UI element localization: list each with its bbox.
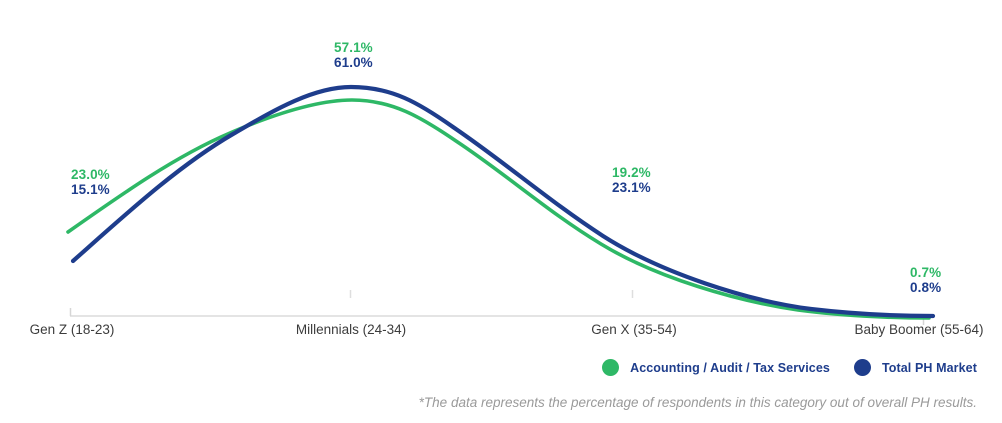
point-labels-millennials: 57.1% 61.0% <box>334 40 373 70</box>
gen-x-accounting-value: 19.2% <box>612 165 651 180</box>
point-labels-baby-boomer: 0.7% 0.8% <box>910 265 941 295</box>
point-labels-gen-z: 23.0% 15.1% <box>71 167 110 197</box>
baby-boomer-accounting-value: 0.7% <box>910 265 942 280</box>
millennials-total-value: 61.0% <box>334 55 373 70</box>
x-label-gen-z: Gen Z (18-23) <box>29 322 115 337</box>
gen-x-total-value: 23.1% <box>612 180 651 195</box>
millennials-accounting-value: 57.1% <box>334 40 373 55</box>
legend-item-accounting: Accounting / Audit / Tax Services <box>602 359 830 376</box>
accounting-series-line <box>66 98 931 320</box>
x-label-millennials: Millennials (24-34) <box>295 322 407 337</box>
point-labels-gen-x: 19.2% 23.1% <box>612 165 651 195</box>
legend-label-total-ph: Total PH Market <box>881 360 977 375</box>
baby-boomer-total-value: 0.8% <box>910 280 942 295</box>
x-label-gen-x: Gen X (35-54) <box>591 322 677 337</box>
legend-item-total-ph: Total PH Market <box>853 359 977 376</box>
gen-z-total-value: 15.1% <box>71 182 110 197</box>
footnote: *The data represents the percentage of r… <box>418 395 977 410</box>
total-ph-legend-dot-icon <box>853 359 871 376</box>
total-ph-series-line <box>70 84 936 319</box>
accounting-legend-dot-icon <box>602 359 620 376</box>
legend: Accounting / Audit / Tax Services Total … <box>602 359 977 376</box>
gen-z-accounting-value: 23.0% <box>71 167 110 182</box>
x-label-baby-boomer: Baby Boomer (55-64) <box>854 322 984 337</box>
legend-label-accounting: Accounting / Audit / Tax Services <box>630 360 830 375</box>
